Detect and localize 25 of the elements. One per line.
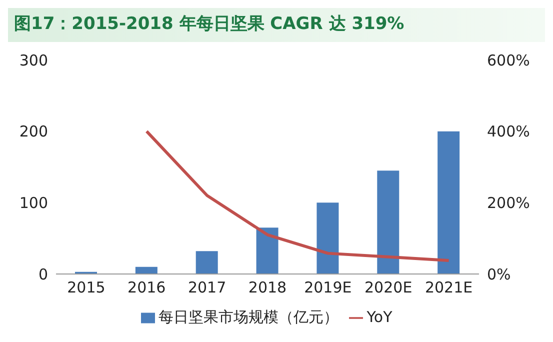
bar bbox=[316, 202, 339, 274]
y2-tick-label: 400% bbox=[487, 122, 530, 141]
y-tick-label: 200 bbox=[19, 122, 48, 141]
y2-tick-label: 200% bbox=[487, 194, 530, 212]
y2-tick-label: 0% bbox=[487, 265, 511, 284]
line-series bbox=[145, 130, 450, 262]
x-tick-label: 2018 bbox=[248, 278, 287, 297]
bar bbox=[196, 251, 218, 274]
x-tick-label: 2015 bbox=[67, 278, 106, 297]
y-tick-label: 0 bbox=[38, 265, 48, 284]
y-tick-label: 300 bbox=[19, 51, 48, 70]
bar bbox=[256, 228, 278, 274]
x-tick-label: 2017 bbox=[188, 278, 226, 297]
bar bbox=[135, 266, 158, 274]
x-tick-label: 2021E bbox=[424, 278, 473, 297]
x-tick-label: 2019E bbox=[304, 278, 352, 297]
x-tick-label: 2016 bbox=[128, 278, 166, 297]
y2-tick-label: 600% bbox=[487, 51, 530, 70]
x-tick-label: 2020E bbox=[364, 278, 412, 297]
y-tick-label: 100 bbox=[19, 194, 48, 212]
chart-title: 图17：2015-2018 年每日坚果 CAGR 达 319% bbox=[8, 8, 545, 42]
legend-label: YoY bbox=[366, 308, 392, 326]
legend-label: 每日坚果市场规模（亿元） bbox=[158, 308, 339, 326]
bar bbox=[377, 170, 400, 274]
bar bbox=[438, 131, 460, 274]
